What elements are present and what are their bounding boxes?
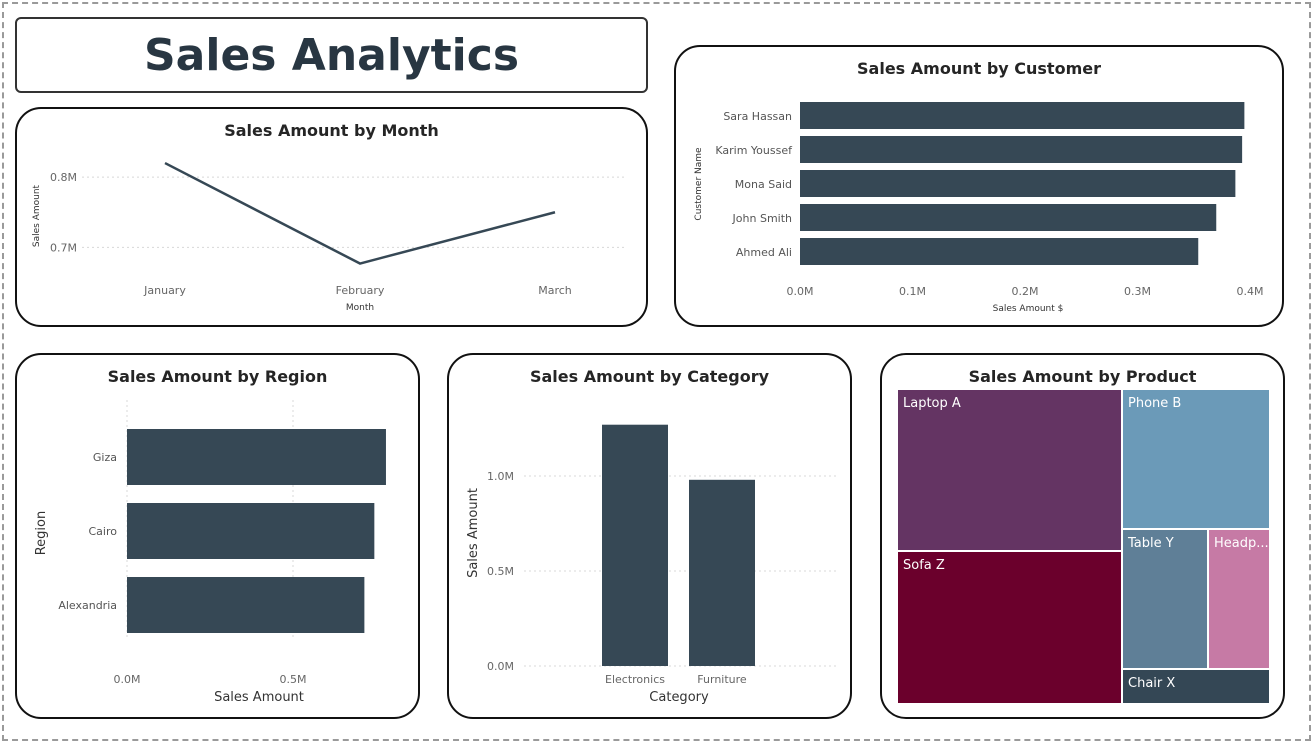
x-tick-label: March: [538, 284, 572, 297]
chart-title: Sales Amount by Customer: [857, 59, 1101, 78]
x-axis-title: Category: [649, 690, 709, 705]
treemap-tile[interactable]: Chair X: [1122, 669, 1270, 704]
month-chart-card[interactable]: Sales Amount by Month 0.7M 0.8M January Feb…: [15, 107, 648, 327]
bar: [800, 238, 1199, 265]
bar: [800, 102, 1245, 129]
x-tick-label: 0.0M: [787, 285, 814, 298]
title-box: Sales Analytics: [15, 17, 648, 93]
x-tick-label: 0.2M: [1012, 285, 1039, 298]
product-chart-card[interactable]: Sales Amount by Product Laptop A Sofa Z Ph…: [880, 353, 1285, 719]
x-axis-title: Sales Amount: [214, 690, 304, 705]
y-axis-title: Customer Name: [694, 147, 704, 221]
treemap-tile[interactable]: Laptop A: [897, 389, 1122, 551]
y-tick-label: Giza: [93, 451, 117, 464]
customer-bar-chart: 0.0M 0.1M 0.2M 0.3M 0.4M Sara Hassan Karim You…: [694, 102, 1264, 314]
x-tick-label: 0.4M: [1237, 285, 1264, 298]
chart-title: Sales Amount by Month: [224, 121, 439, 140]
bar: [800, 204, 1217, 231]
bar: [800, 170, 1236, 197]
y-tick-label: 0.0M: [487, 660, 514, 673]
y-tick-label: John Smith: [732, 212, 792, 225]
customer-chart-card[interactable]: Sales Amount by Customer 0.0M 0.1M 0.2M 0.3…: [674, 45, 1284, 327]
category-column-chart: 0.0M 0.5M 1.0M Electronics Furniture Category…: [466, 424, 839, 705]
x-tick-label: January: [143, 284, 186, 297]
x-tick-label: 0.5M: [280, 673, 307, 686]
x-tick-label: 0.3M: [1124, 285, 1151, 298]
bar: [800, 136, 1243, 163]
chart-title: Sales Amount by Region: [107, 367, 328, 386]
y-axis-title: Sales Amount: [32, 184, 42, 247]
bar: [689, 479, 755, 666]
treemap-tile[interactable]: Table Y: [1122, 529, 1208, 669]
y-tick-label: 0.8M: [50, 171, 77, 184]
y-tick-label: 0.7M: [50, 241, 77, 254]
bar: [127, 577, 365, 633]
y-tick-label: Karim Youssef: [715, 144, 793, 157]
y-tick-label: 1.0M: [487, 470, 514, 483]
y-axis-title: Region: [34, 511, 49, 556]
region-bar-chart: 0.0M 0.5M Giza Cairo Alexandria Sales Amount R…: [34, 400, 386, 705]
region-chart-card[interactable]: Sales Amount by Region 0.0M 0.5M Giza Cairo…: [15, 353, 420, 719]
x-tick-label: 0.1M: [899, 285, 926, 298]
category-chart-card[interactable]: Sales Amount by Category 0.0M 0.5M 1.0M Ele…: [447, 353, 852, 719]
x-tick-label: Furniture: [697, 673, 747, 686]
series-line: [164, 161, 556, 265]
treemap-tile[interactable]: Phone B: [1122, 389, 1270, 529]
chart-title: Sales Amount by Category: [529, 367, 770, 386]
page-title: Sales Analytics: [143, 29, 520, 81]
y-tick-label: Cairo: [89, 525, 118, 538]
x-axis-title: Sales Amount $: [993, 304, 1064, 314]
y-tick-label: Sara Hassan: [723, 110, 792, 123]
treemap-tile[interactable]: Headp...: [1208, 529, 1270, 669]
y-tick-label: Mona Said: [735, 178, 792, 191]
x-tick-label: February: [336, 284, 385, 297]
y-tick-label: Ahmed Ali: [736, 246, 792, 259]
x-tick-label: Electronics: [605, 673, 665, 686]
bar: [127, 503, 375, 559]
month-line-chart: 0.7M 0.8M January February March Month Sales A…: [32, 161, 627, 313]
treemap-tile[interactable]: Sofa Z: [897, 551, 1122, 704]
x-tick-label: 0.0M: [114, 673, 141, 686]
y-tick-label: 0.5M: [487, 565, 514, 578]
y-tick-label: Alexandria: [58, 599, 117, 612]
y-axis-title: Sales Amount: [466, 488, 481, 578]
bar: [127, 429, 386, 485]
bar: [602, 424, 668, 666]
x-axis-title: Month: [346, 303, 374, 313]
chart-title: Sales Amount by Product: [968, 367, 1197, 386]
